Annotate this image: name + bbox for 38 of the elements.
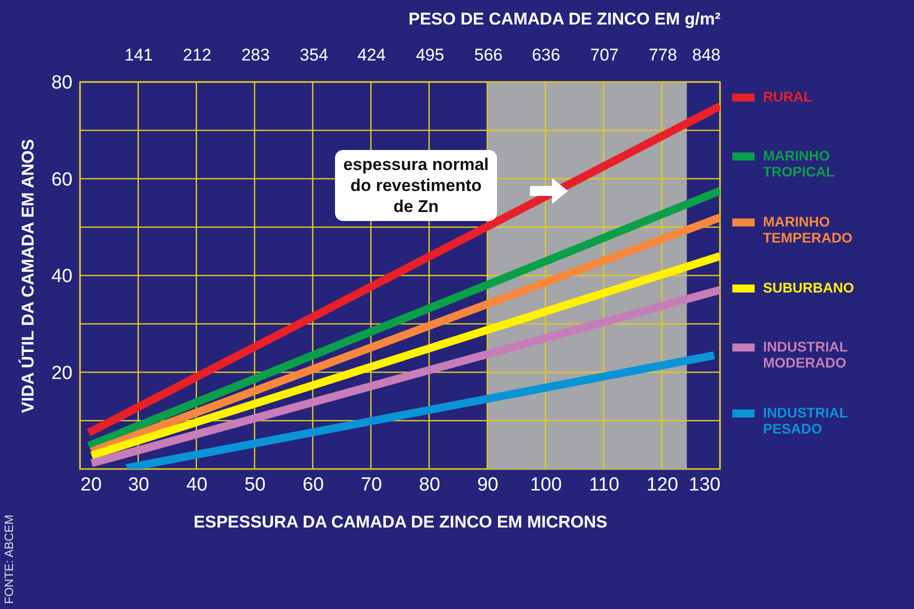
x-tick-label: 30	[128, 474, 150, 496]
x2-tick-label: 141	[124, 46, 153, 64]
x-tick-label: 70	[360, 474, 382, 496]
x-tick-label: 90	[477, 474, 498, 496]
x-tick-label: 100	[530, 474, 562, 496]
x2-tick-label: 848	[692, 46, 720, 64]
x-tick-label: 110	[588, 474, 620, 496]
legend-label: RURAL	[763, 88, 812, 104]
x2-tick-label: 283	[241, 46, 270, 64]
y-tick-label: 40	[51, 266, 72, 287]
legend-label: INDUSTRIAL MODERADO	[763, 338, 848, 370]
x2-tick-label: 212	[182, 46, 212, 64]
x-tick-label: 60	[302, 474, 324, 496]
x2-tick-label: 495	[416, 46, 444, 64]
legend-label: SUBURBANO	[763, 280, 854, 296]
x2-tick-label: 354	[300, 46, 328, 64]
x-tick-label: 130	[688, 474, 720, 496]
y-axis-title: VIDA ÚTIL DA CAMADA EM ANOS	[17, 139, 38, 413]
x2-tick-label: 424	[357, 46, 386, 64]
x2-axis-title: PESO DE CAMADA DE ZINCO EM g/m²	[408, 10, 721, 28]
legend-label: INDUSTRIAL PESADO	[763, 404, 848, 436]
x-tick-label: 80	[419, 474, 440, 496]
x-tick-label: 40	[186, 474, 208, 496]
x-axis-title: ESPESSURA DA CAMADA DE ZINCO EM MICRONS	[194, 512, 608, 532]
x-tick-label: 50	[244, 474, 266, 496]
x2-tick-label: 636	[532, 46, 560, 64]
legend-label: MARINHO TROPICAL	[763, 148, 835, 180]
x-tick-label: 120	[646, 474, 678, 496]
y-tick-label: 60	[51, 169, 72, 190]
legend-label: MARINHO TEMPERADO	[763, 214, 853, 246]
annotation: espessura normal do revestimento de Zn	[335, 150, 497, 221]
x-tick-label: 20	[80, 474, 102, 496]
y-tick-label: 80	[51, 72, 72, 94]
y-tick-label: 20	[51, 362, 72, 384]
source-note: FONTE: ABCEM	[2, 514, 16, 604]
x2-tick-label: 707	[590, 46, 619, 64]
x2-tick-label: 566	[474, 46, 503, 64]
x2-tick-label: 778	[648, 46, 678, 64]
